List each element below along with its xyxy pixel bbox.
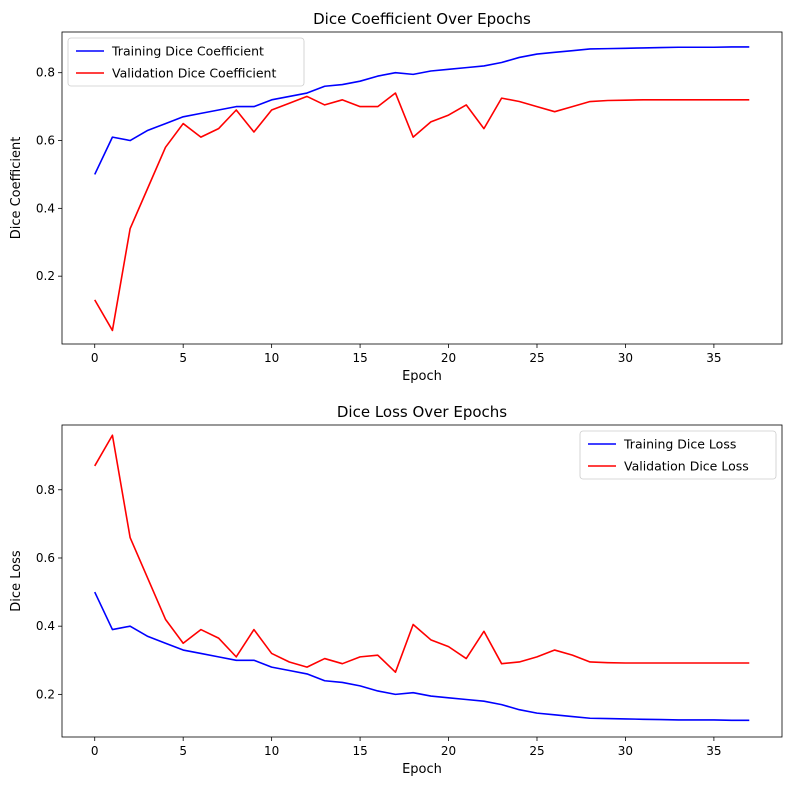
x-tick-label: 25 bbox=[529, 351, 544, 365]
legend: Training Dice Coefficient Validation Dice… bbox=[67, 37, 305, 87]
training-dice-loss-line bbox=[94, 591, 750, 722]
x-tick-label: 30 bbox=[618, 744, 633, 758]
y-tick-label: 0.4 bbox=[36, 201, 55, 215]
x-tick-label: 35 bbox=[706, 351, 721, 365]
y-tick-label: 0.2 bbox=[36, 687, 55, 701]
x-tick-label: 15 bbox=[352, 351, 367, 365]
x-axis-label: Epoch bbox=[402, 762, 442, 777]
chart-title: Dice Loss Over Epochs bbox=[337, 403, 507, 421]
x-tick-label: 5 bbox=[179, 351, 187, 365]
x-axis-label: Epoch bbox=[402, 369, 442, 384]
x-tick-label: 5 bbox=[179, 744, 187, 758]
legend-box bbox=[579, 430, 777, 480]
validation-dice-coefficient-line bbox=[94, 92, 750, 332]
y-tick-label: 0.4 bbox=[36, 619, 55, 633]
x-tick-label: 25 bbox=[529, 744, 544, 758]
y-tick-label: 0.8 bbox=[36, 483, 55, 497]
legend-label: Validation Dice Coefficient bbox=[112, 66, 276, 81]
y-tick-label: 0.6 bbox=[36, 134, 55, 148]
y-tick-label: 0.6 bbox=[36, 551, 55, 565]
legend-box bbox=[67, 37, 305, 87]
plot-frame bbox=[61, 31, 783, 345]
x-tick-label: 10 bbox=[264, 351, 279, 365]
x-tick-label: 20 bbox=[441, 744, 456, 758]
x-tick-label: 0 bbox=[91, 351, 99, 365]
y-tick-label: 0.8 bbox=[36, 66, 55, 80]
legend-label: Training Dice Loss bbox=[623, 437, 736, 452]
y-axis-label: Dice Loss bbox=[9, 550, 24, 612]
x-tick-label: 35 bbox=[706, 744, 721, 758]
chart-panel-2: Dice Loss Over Epochs 0 5 10 15 20 25 30 35 0.2 0.… bbox=[9, 403, 783, 777]
legend-label: Training Dice Coefficient bbox=[111, 44, 264, 59]
plot-frame bbox=[61, 424, 783, 738]
legend: Training Dice Loss Validation Dice Loss bbox=[579, 430, 777, 480]
y-axis-label: Dice Coefficient bbox=[9, 137, 24, 240]
legend-label: Validation Dice Loss bbox=[624, 459, 749, 474]
x-tick-label: 15 bbox=[352, 744, 367, 758]
x-tick-label: 10 bbox=[264, 744, 279, 758]
chart-title: Dice Coefficient Over Epochs bbox=[313, 10, 531, 28]
x-tick-label: 0 bbox=[91, 744, 99, 758]
validation-dice-loss-line bbox=[94, 434, 750, 674]
x-tick-label: 20 bbox=[441, 351, 456, 365]
chart-panel-1: Dice Coefficient Over Epochs 0 5 10 15 20 25 30… bbox=[9, 10, 783, 384]
training-dice-coefficient-line bbox=[94, 46, 750, 175]
x-tick-label: 30 bbox=[618, 351, 633, 365]
y-tick-label: 0.2 bbox=[36, 269, 55, 283]
